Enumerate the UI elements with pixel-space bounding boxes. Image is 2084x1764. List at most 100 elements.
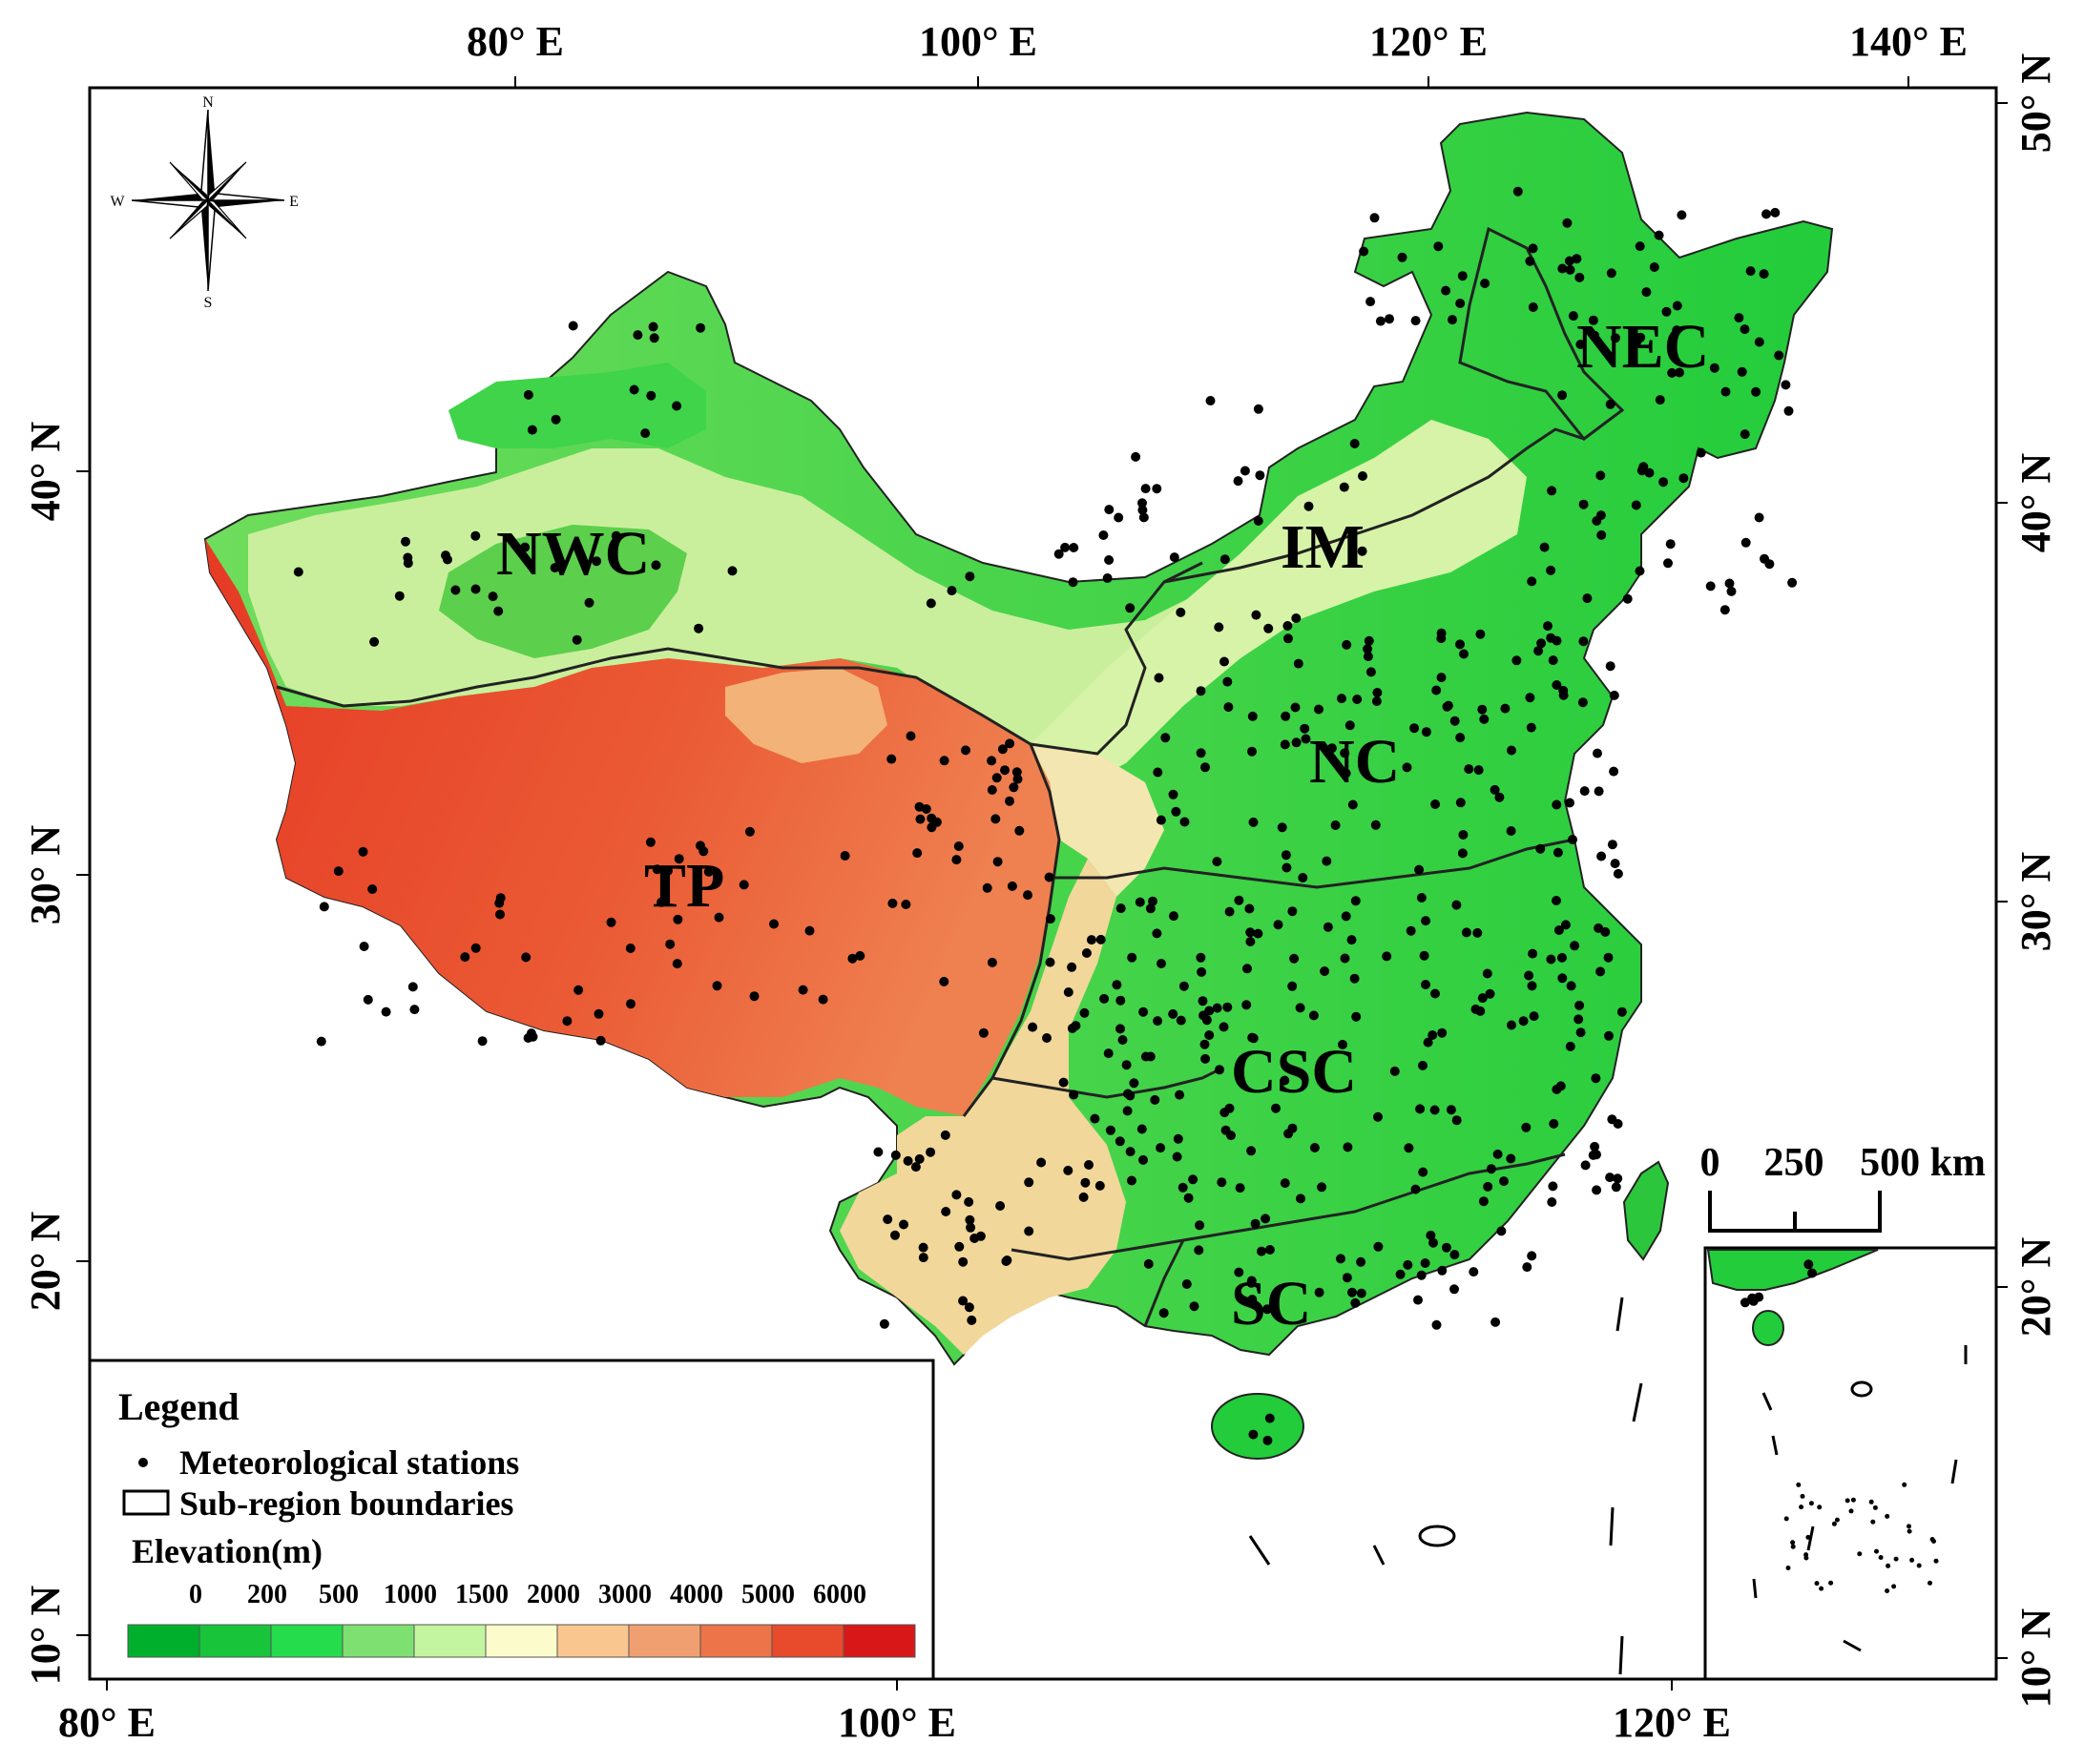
elevation-swatch [628, 1624, 701, 1658]
elevation-swatch [413, 1624, 487, 1658]
yunnan-transition [840, 859, 1126, 1355]
station-marker [818, 994, 828, 1005]
station-marker [1557, 390, 1568, 401]
station-marker [1928, 1580, 1932, 1586]
station-marker [1566, 981, 1576, 991]
station-marker [1103, 1048, 1114, 1059]
station-marker [1011, 767, 1022, 778]
station-marker [1844, 1498, 1850, 1504]
station-marker [1459, 649, 1469, 659]
station-marker [1446, 1105, 1456, 1115]
station-marker [696, 322, 706, 333]
station-marker [1754, 337, 1764, 347]
station-marker [1373, 1111, 1383, 1122]
station-marker [656, 897, 667, 907]
station-marker [995, 1201, 1006, 1211]
station-marker [1461, 927, 1471, 938]
station-marker [1441, 285, 1451, 296]
left-lat-label: 30° N [22, 825, 69, 925]
station-marker [625, 944, 636, 953]
station-marker [333, 866, 344, 877]
station-marker [551, 414, 561, 425]
boundary-legend-icon [122, 1489, 170, 1516]
station-marker [665, 939, 676, 949]
station-marker [1907, 1528, 1912, 1534]
station-marker [1177, 1182, 1188, 1193]
station-marker [1222, 1002, 1233, 1012]
station-marker [1282, 862, 1292, 873]
bottom-lon-label: 80° E [58, 1699, 156, 1746]
station-marker [1219, 1108, 1230, 1118]
elevation-tick-labels: 0 200 500 1000 1500 2000 3000 4000 5000 6000 [189, 1580, 866, 1609]
station-marker [633, 330, 643, 341]
station-marker [1143, 1258, 1154, 1269]
station-marker [1807, 1268, 1817, 1278]
station-marker [1336, 1254, 1345, 1264]
station-marker [319, 902, 329, 912]
station-marker [1240, 466, 1250, 476]
station-marker [1280, 739, 1290, 750]
station-marker [1136, 1124, 1147, 1134]
station-marker [1577, 697, 1588, 708]
station-marker [1406, 925, 1416, 936]
station-marker [1574, 272, 1585, 282]
station-marker [1280, 1075, 1290, 1086]
elevation-color-bar [127, 1624, 916, 1658]
station-marker [1527, 1251, 1537, 1261]
station-marker [1219, 1022, 1229, 1032]
top-lon-label: 80° E [467, 18, 564, 65]
station-marker [975, 1231, 986, 1241]
station-marker [1281, 711, 1291, 721]
station-marker [1245, 927, 1256, 938]
station-marker [1337, 694, 1346, 704]
loess-plateau [1031, 744, 1164, 897]
station-marker [1885, 1588, 1890, 1593]
station-marker [1635, 241, 1645, 252]
station-marker [381, 1007, 391, 1017]
station-marker [1428, 1030, 1438, 1040]
station-marker [1196, 952, 1206, 963]
station-marker [1430, 799, 1441, 809]
station-marker [1719, 605, 1730, 615]
station-marker [1740, 429, 1750, 440]
station-marker [1140, 484, 1151, 494]
station-marker [1289, 953, 1300, 964]
station-marker [1781, 380, 1791, 390]
station-marker [798, 985, 808, 995]
station-marker [1253, 404, 1263, 414]
station-marker [1603, 952, 1614, 963]
station-marker [1578, 636, 1589, 647]
station-marker [1112, 980, 1122, 990]
station-marker [744, 826, 755, 837]
station-marker [1154, 673, 1164, 683]
station-marker [1678, 473, 1689, 484]
inset-map-frame [1703, 1246, 1998, 1681]
station-marker [1363, 644, 1373, 654]
station-marker [1300, 723, 1310, 734]
compass-w: W [110, 194, 125, 210]
station-marker [1250, 1218, 1261, 1229]
station-marker [1726, 586, 1737, 596]
station-marker [1410, 316, 1421, 326]
compass-icon [131, 109, 285, 292]
graticule-ticks [76, 76, 2008, 1691]
station-marker [1363, 652, 1373, 662]
station-marker [1808, 1501, 1814, 1506]
station-marker [1261, 1214, 1271, 1224]
station-marker [1053, 549, 1064, 559]
elevation-swatch [843, 1624, 916, 1658]
station-marker [1138, 1154, 1148, 1165]
station-marker [572, 634, 582, 645]
station-marker [1045, 914, 1055, 924]
station-marker [1125, 1147, 1136, 1157]
station-marker [1226, 1131, 1236, 1141]
station-marker [359, 942, 369, 951]
station-marker [1874, 1548, 1879, 1554]
station-marker [1349, 973, 1360, 984]
station-marker [521, 952, 531, 963]
station-marker [1295, 1003, 1305, 1013]
compass-e: E [289, 194, 299, 210]
station-marker [961, 745, 970, 756]
station-marker [1282, 621, 1293, 631]
station-marker [674, 854, 684, 864]
